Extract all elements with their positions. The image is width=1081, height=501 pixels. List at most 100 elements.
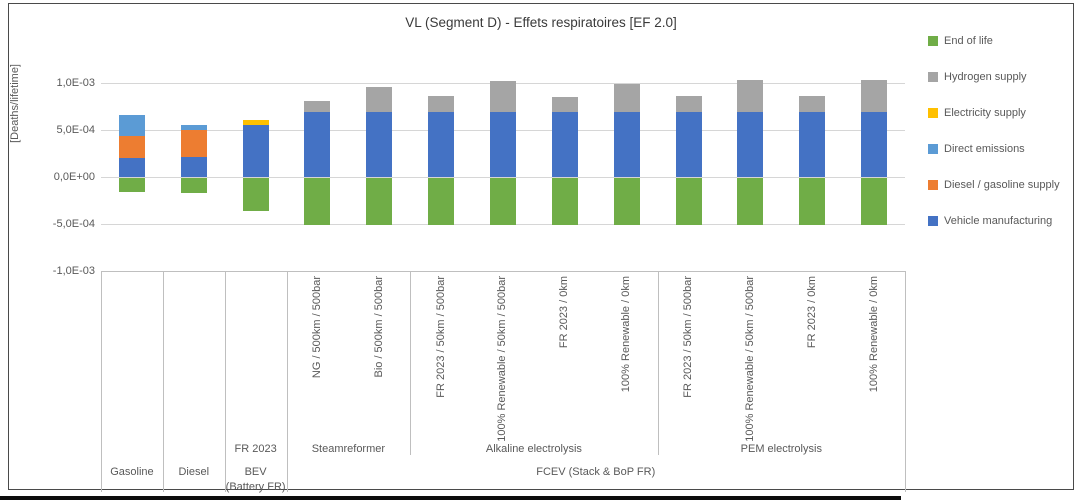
category-separator — [101, 270, 102, 492]
legend-swatch-icon — [928, 144, 938, 154]
bar-segment — [737, 79, 764, 112]
legend-swatch-icon — [928, 180, 938, 190]
rotated-category-label-text: FR 2023 / 0km — [558, 276, 571, 349]
y-axis-label-text: [Deaths/lifetime] — [8, 63, 21, 143]
rotated-category-label-text: FR 2023 / 0km — [805, 276, 818, 349]
bar-segment — [180, 177, 207, 193]
category-label: Diesel — [178, 466, 210, 478]
legend-swatch-icon — [928, 36, 938, 46]
legend: End of life Hydrogen supply Electricity su… — [928, 0, 1081, 280]
bar-segment — [180, 124, 207, 131]
bar-segment — [366, 177, 393, 225]
legend-label: Hydrogen supply — [944, 71, 1027, 83]
category-separator — [286, 270, 288, 492]
bar-segment — [675, 95, 702, 112]
bar-segment — [613, 111, 640, 178]
gridline — [101, 224, 905, 226]
legend-item: Direct emissions — [928, 143, 1025, 155]
y-tick-label: 5,0E-04 — [56, 123, 95, 136]
bar-segment — [428, 177, 455, 225]
legend-item: Hydrogen supply — [928, 71, 1027, 83]
bar-segment — [861, 177, 888, 225]
rotated-category-label: Bio / 500km / 500bar — [348, 276, 410, 454]
category-separator — [162, 270, 164, 492]
bar-segment — [428, 96, 455, 112]
bar-segment — [551, 97, 578, 112]
group-label: Steamreformer — [311, 443, 386, 455]
rotated-category-label: FR 2023 / 0km — [781, 276, 843, 454]
bar-segment — [799, 177, 826, 225]
rotated-category-label-text: NG / 500km / 500bar — [310, 276, 323, 379]
rotated-category-label-text: FR 2023 / 50km / 500bar — [682, 276, 695, 398]
group-label: PEM electrolysis — [740, 443, 822, 455]
bar-segment — [242, 124, 269, 178]
legend-item: Vehicle manufacturing — [928, 215, 1052, 227]
bar-segment — [737, 111, 764, 178]
category-label: Gasoline — [110, 466, 154, 478]
bar-segment — [799, 96, 826, 112]
legend-swatch-icon — [928, 72, 938, 82]
bar-segment — [861, 80, 888, 112]
legend-label: Diesel / gasoline supply — [944, 179, 1060, 191]
category-group-separator — [657, 270, 659, 455]
legend-swatch-icon — [928, 216, 938, 226]
bar-segment — [242, 120, 269, 125]
bar-segment — [428, 111, 455, 178]
rotated-category-label: 100% Renewable / 50km / 500bar — [719, 276, 781, 454]
bar-segment — [304, 101, 331, 112]
y-tick-label: -5,0E-04 — [52, 218, 95, 231]
rotated-category-label: FR 2023 / 0km — [534, 276, 596, 454]
bar-segment — [675, 111, 702, 178]
legend-item: Diesel / gasoline supply — [928, 179, 1060, 191]
bar-segment — [118, 157, 145, 178]
y-tick-label: -1,0E-03 — [52, 265, 95, 278]
gridline — [101, 271, 905, 273]
category-separator — [905, 270, 906, 492]
bar-segment — [304, 111, 331, 178]
bar-segment — [551, 177, 578, 225]
legend-swatch-icon — [928, 108, 938, 118]
bar-segment — [861, 111, 888, 178]
bar-segment — [366, 111, 393, 178]
chart-border — [8, 3, 1074, 490]
bar-segment — [304, 177, 331, 225]
bar-segment — [490, 177, 516, 225]
chart-title: VL (Segment D) - Effets respiratoires [E… — [405, 15, 677, 30]
bar-segment — [613, 177, 640, 225]
bar-segment — [366, 87, 393, 112]
bar-segment — [242, 177, 269, 212]
bar-segment — [118, 177, 145, 192]
bar-segment — [551, 111, 578, 178]
legend-label: Electricity supply — [944, 107, 1026, 119]
bar-segment — [180, 130, 207, 157]
rotated-category-label-text: 100% Renewable / 50km / 500bar — [496, 276, 509, 442]
bar-segment — [799, 111, 826, 178]
group-label: Alkaline electrolysis — [485, 443, 582, 455]
rotated-category-label-text: Bio / 500km / 500bar — [372, 276, 385, 378]
rotated-category-label-text: 100% Renewable / 0km — [620, 276, 633, 393]
rotated-category-label: 100% Renewable / 0km — [596, 276, 658, 454]
y-tick-label: 0,0E+00 — [53, 171, 95, 183]
category-group-separator — [410, 270, 412, 455]
legend-label: Direct emissions — [944, 143, 1025, 155]
rotated-category-label-text: FR 2023 / 50km / 500bar — [434, 276, 447, 398]
y-tick-label: 1,0E-03 — [56, 76, 95, 89]
bar-segment — [118, 136, 145, 158]
rotated-category-label-text: 100% Renewable / 50km / 500bar — [743, 276, 756, 442]
category-label: FCEV (Stack & BoP FR) — [536, 466, 656, 478]
rotated-category-label: FR 2023 / 50km / 500bar — [658, 276, 720, 454]
category-table-top-border — [101, 270, 905, 272]
legend-label: End of life — [944, 35, 993, 47]
bar-segment — [118, 115, 145, 137]
bar-segment — [490, 111, 516, 178]
y-axis-label: [Deaths/lifetime] — [7, 48, 23, 158]
legend-label: Vehicle manufacturing — [944, 215, 1053, 227]
bar-segment — [490, 81, 516, 112]
rotated-category-label: 100% Renewable / 0km — [843, 276, 905, 454]
legend-item: Electricity supply — [928, 107, 1026, 119]
group-label: FR 2023 — [234, 443, 277, 455]
category-label: BEV (Battery FR) — [225, 466, 286, 493]
rotated-category-label: 100% Renewable / 50km / 500bar — [472, 276, 534, 454]
rotated-category-label: FR 2023 / 50km / 500bar — [410, 276, 472, 454]
